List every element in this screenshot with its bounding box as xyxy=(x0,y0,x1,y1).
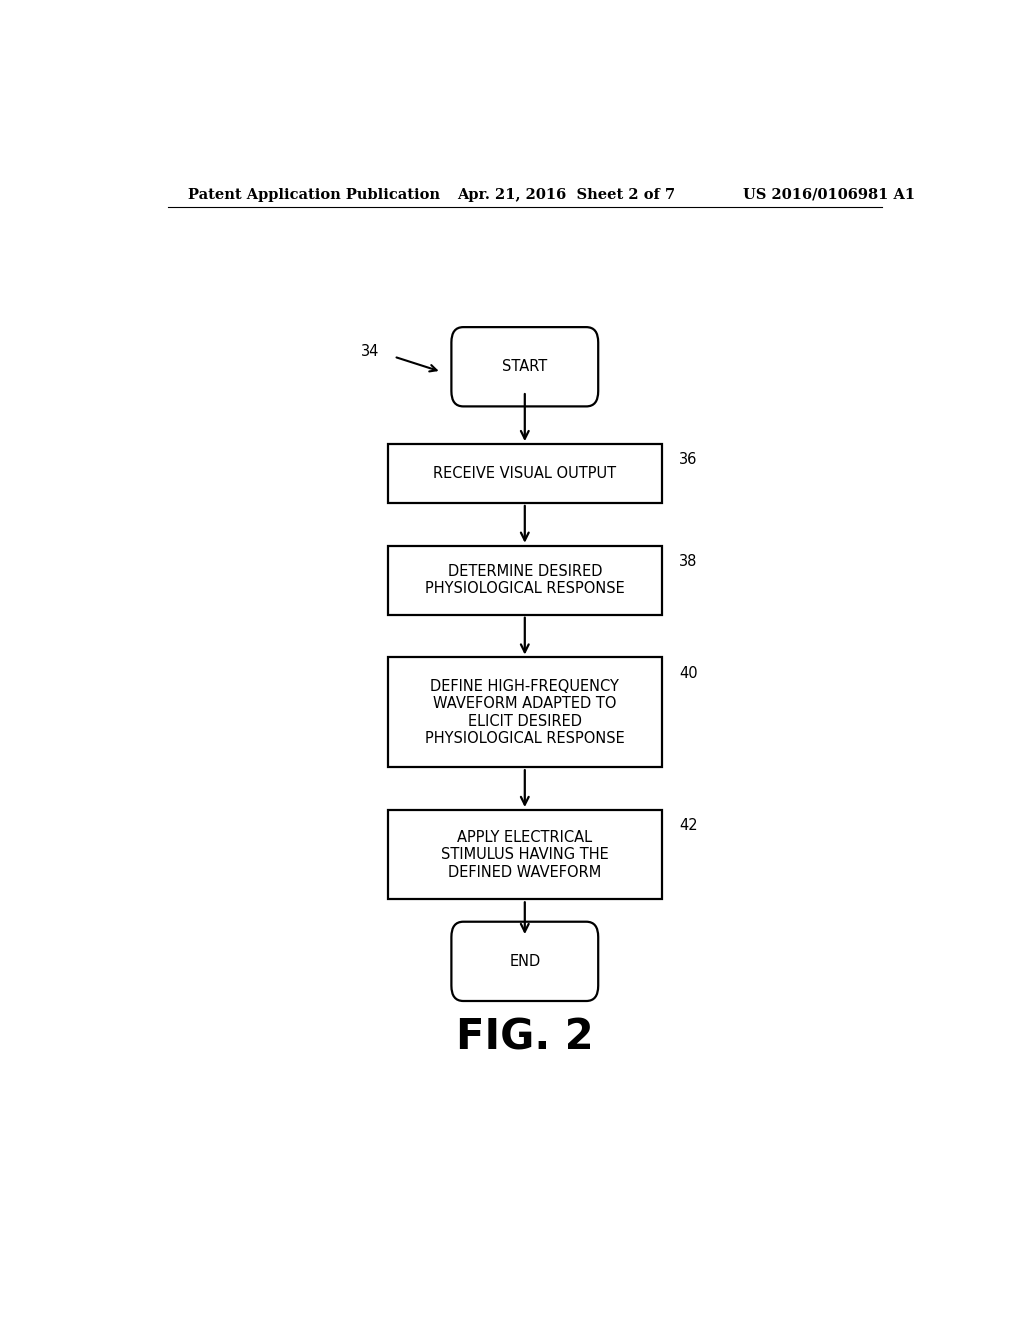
Text: DEFINE HIGH-FREQUENCY
WAVEFORM ADAPTED TO
ELICIT DESIRED
PHYSIOLOGICAL RESPONSE: DEFINE HIGH-FREQUENCY WAVEFORM ADAPTED T… xyxy=(425,678,625,746)
Text: 40: 40 xyxy=(679,665,697,681)
Text: DETERMINE DESIRED
PHYSIOLOGICAL RESPONSE: DETERMINE DESIRED PHYSIOLOGICAL RESPONSE xyxy=(425,564,625,597)
Text: US 2016/0106981 A1: US 2016/0106981 A1 xyxy=(743,187,915,202)
Bar xyxy=(388,657,662,767)
Text: 36: 36 xyxy=(679,453,697,467)
Text: APPLY ELECTRICAL
STIMULUS HAVING THE
DEFINED WAVEFORM: APPLY ELECTRICAL STIMULUS HAVING THE DEF… xyxy=(441,830,608,879)
Bar xyxy=(388,444,662,503)
FancyBboxPatch shape xyxy=(452,921,598,1001)
Text: 42: 42 xyxy=(679,818,697,833)
Text: Patent Application Publication: Patent Application Publication xyxy=(187,187,439,202)
Text: 34: 34 xyxy=(360,345,379,359)
Text: START: START xyxy=(502,359,548,375)
Text: END: END xyxy=(509,954,541,969)
Text: Apr. 21, 2016  Sheet 2 of 7: Apr. 21, 2016 Sheet 2 of 7 xyxy=(458,187,676,202)
Bar xyxy=(388,810,662,899)
Text: RECEIVE VISUAL OUTPUT: RECEIVE VISUAL OUTPUT xyxy=(433,466,616,480)
Bar xyxy=(388,545,662,615)
FancyBboxPatch shape xyxy=(452,327,598,407)
Text: 38: 38 xyxy=(679,554,697,569)
Text: FIG. 2: FIG. 2 xyxy=(456,1016,594,1059)
